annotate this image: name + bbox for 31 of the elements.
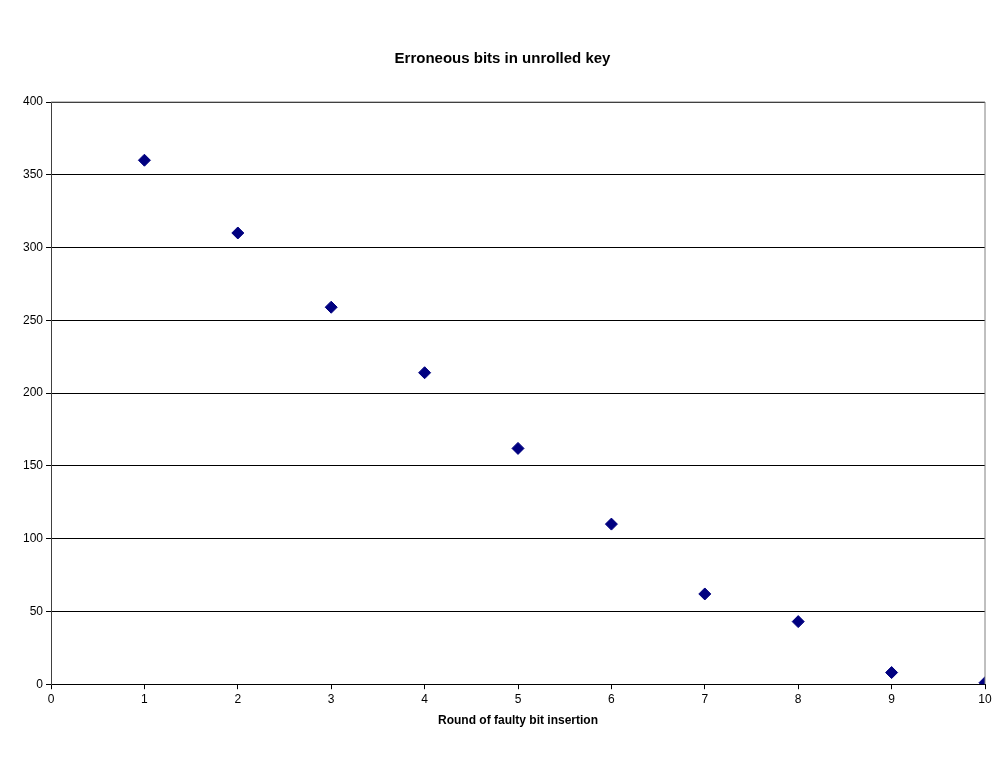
point <box>418 366 432 380</box>
y-tick-label: 0 <box>36 676 44 691</box>
x-tick-label: 4 <box>421 691 429 706</box>
x-tick-label: 10 <box>978 691 992 706</box>
y-tick-label: 350 <box>22 167 44 182</box>
point <box>885 666 899 680</box>
y-tick-label: 400 <box>22 94 44 109</box>
point <box>604 517 618 531</box>
x-tick-label: 7 <box>701 691 709 706</box>
point <box>137 153 151 167</box>
point <box>231 226 245 240</box>
x-tick-label: 1 <box>141 691 149 706</box>
point <box>791 615 805 629</box>
x-tick-label: 2 <box>234 691 242 706</box>
y-tick-label: 250 <box>22 312 44 327</box>
y-tick-label: 50 <box>29 603 44 618</box>
point <box>511 441 525 455</box>
x-tick-label: 9 <box>888 691 896 706</box>
x-axis-title: Round of faulty bit insertion <box>438 713 598 728</box>
y-tick-label: 200 <box>22 385 44 400</box>
point <box>324 300 338 314</box>
point <box>698 587 712 601</box>
x-tick-label: 5 <box>514 691 522 706</box>
y-tick-label: 150 <box>22 458 44 473</box>
x-tick-label: 0 <box>47 691 55 706</box>
y-tick-label: 100 <box>22 530 44 545</box>
x-tick-label: 6 <box>608 691 616 706</box>
y-tick-label: 300 <box>22 239 44 254</box>
x-tick-label: 3 <box>327 691 335 706</box>
chart-title: Erroneous bits in unrolled key <box>394 49 612 67</box>
x-tick-label: 8 <box>794 691 802 706</box>
